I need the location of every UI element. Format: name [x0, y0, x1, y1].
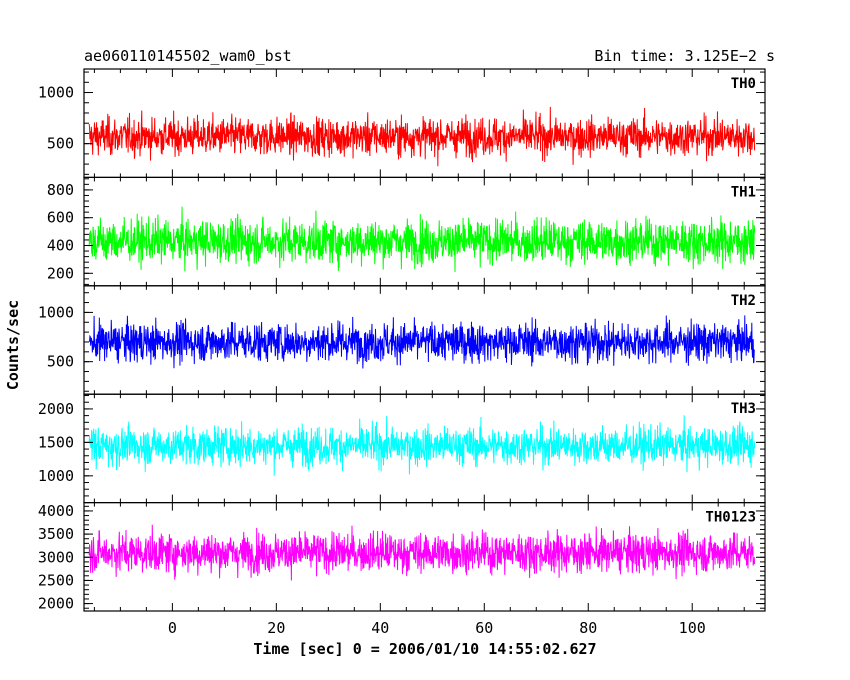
y-tick-label: 1500 [38, 433, 74, 451]
y-tick-label: 1000 [38, 84, 74, 102]
y-tick-label: 4000 [38, 502, 74, 520]
x-tick-label: 60 [475, 619, 493, 637]
panel-th0123: TH0123 2000 2500 3000 3500 4000 0 20 40 60 80 100 [38, 502, 766, 637]
y-tick-label: 3000 [38, 548, 74, 566]
y-tick-label: 3500 [38, 525, 74, 543]
y-tick-label: 800 [47, 181, 74, 199]
panel-th2: TH2 500 1000 [38, 285, 766, 395]
series-line-th0123 [88, 524, 756, 581]
panel-label-th2: TH2 [731, 293, 756, 309]
panel-label-th0123: TH0123 [705, 510, 756, 526]
y-tick-label: 2000 [38, 595, 74, 613]
series-line-th0 [88, 106, 756, 167]
y-tick-label: 1000 [38, 303, 74, 321]
y-tick-label: 1000 [38, 467, 74, 485]
y-tick-label: 2000 [38, 400, 74, 418]
series-line-th1 [88, 206, 756, 273]
series-line-th3 [88, 415, 756, 476]
x-tick-label: 40 [371, 619, 389, 637]
x-tick-label: 80 [579, 619, 597, 637]
y-axis-label: Counts/sec [4, 300, 22, 390]
series-line-th2 [88, 315, 756, 369]
y-tick-label: 500 [47, 353, 74, 371]
chart-title-right: Bin time: 3.125E−2 s [594, 47, 775, 65]
x-tick-label: 100 [679, 619, 706, 637]
panel-th0: TH0 500 1000 [38, 68, 766, 179]
panel-label-th1: TH1 [731, 184, 756, 200]
x-tick-label: 20 [267, 619, 285, 637]
y-tick-label: 400 [47, 236, 74, 254]
y-tick-label: 600 [47, 209, 74, 227]
panel-label-th3: TH3 [731, 401, 756, 417]
y-tick-label: 2500 [38, 571, 74, 589]
chart-panels: TH05001000TH1200400600800TH25001000TH310… [38, 68, 766, 637]
x-axis-label: Time [sec] 0 = 2006/01/10 14:55:02.627 [253, 640, 596, 658]
panel-th3: TH3 1000 1500 2000 [38, 393, 766, 504]
y-tick-label: 500 [47, 135, 74, 153]
chart-title-left: ae060110145502_wam0_bst [84, 47, 292, 65]
panel-label-th0: TH0 [731, 76, 756, 92]
x-tick-label: 0 [168, 619, 177, 637]
y-tick-label: 200 [47, 264, 74, 282]
panel-th1: TH1 200 400 600 800 [47, 176, 766, 287]
